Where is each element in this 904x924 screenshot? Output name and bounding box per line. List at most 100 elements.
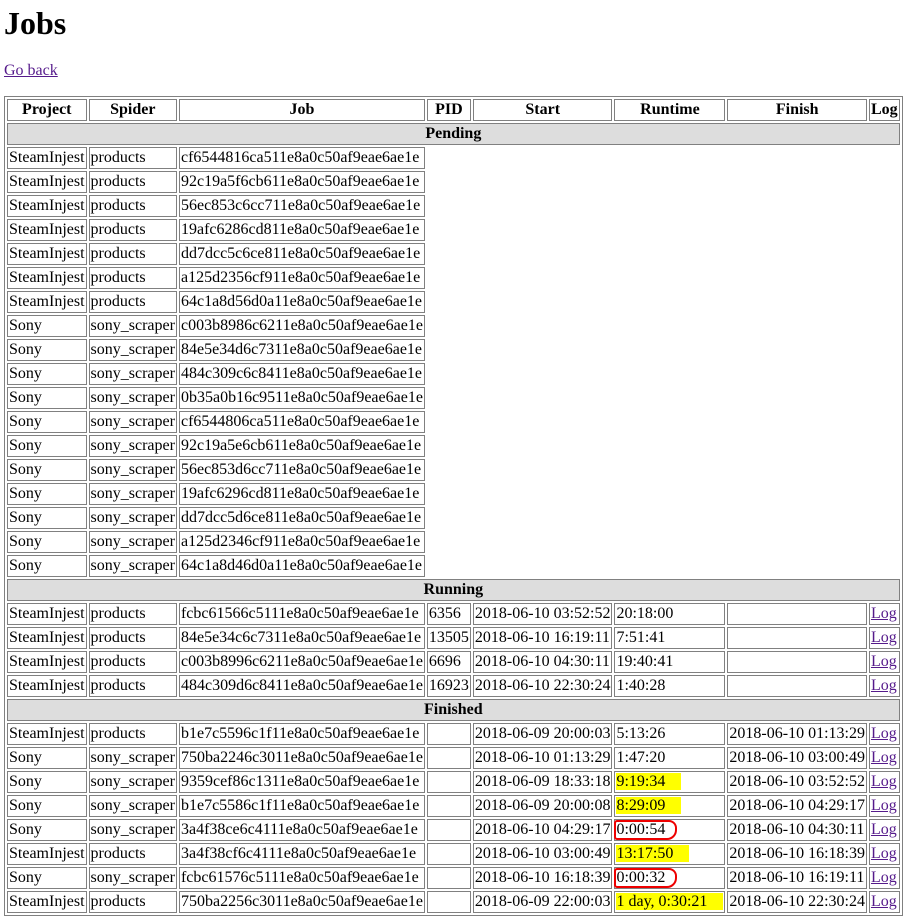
pid-cell xyxy=(427,435,471,457)
spider-cell: products xyxy=(88,675,177,697)
log-link[interactable]: Log xyxy=(870,749,897,766)
job-id-cell: 56ec853c6cc711e8a0c50af9eae6ae1e xyxy=(178,195,425,217)
job-id-cell: 56ec853d6cc711e8a0c50af9eae6ae1e xyxy=(178,459,425,481)
log-link[interactable]: Log xyxy=(870,845,897,862)
start-cell xyxy=(473,315,613,337)
spider-cell: products xyxy=(88,651,177,673)
finish-cell xyxy=(727,339,867,361)
pid-cell xyxy=(427,483,471,505)
project-cell: Sony xyxy=(7,795,87,817)
table-row: SteamInjest products 484c309d6c8411e8a0c50… xyxy=(7,675,900,697)
jobs-table: Project Spider Job PID Start Runtime Fin… xyxy=(4,96,903,916)
table-row: SteamInjest products fcbc61566c5111e8a0c50… xyxy=(7,603,900,625)
section-header: Pending xyxy=(7,123,900,145)
project-cell: Sony xyxy=(7,771,87,793)
runtime-cell: 8:29:09 xyxy=(614,795,726,817)
log-link[interactable]: Log xyxy=(870,893,897,910)
pid-cell xyxy=(426,891,471,913)
log-link[interactable]: Log xyxy=(870,725,897,742)
finish-cell xyxy=(727,411,867,433)
job-id-cell: cf6544816ca511e8a0c50af9eae6ae1e xyxy=(178,147,425,169)
project-cell: SteamInjest xyxy=(7,843,87,865)
log-cell xyxy=(869,219,900,241)
log-link[interactable]: Log xyxy=(870,653,897,670)
log-link[interactable]: Log xyxy=(870,629,897,646)
table-row: SteamInjest products 19afc6286cd811e8a0c50… xyxy=(7,219,900,241)
table-row: Sony sony_scraper 9359cef86c1311e8a0c50af9… xyxy=(7,771,900,793)
finish-cell: 2018-06-10 16:19:11 xyxy=(727,867,867,889)
start-cell: 2018-06-10 03:52:52 xyxy=(472,603,613,625)
log-cell: Log xyxy=(868,627,900,649)
pid-cell xyxy=(427,291,471,313)
spider-cell: sony_scraper xyxy=(88,459,177,481)
job-id-cell: dd7dcc5c6ce811e8a0c50af9eae6ae1e xyxy=(178,243,425,265)
pid-cell: 6696 xyxy=(426,651,471,673)
col-pid: PID xyxy=(426,99,471,121)
col-runtime: Runtime xyxy=(614,99,726,121)
finish-cell xyxy=(727,459,867,481)
runtime-cell xyxy=(614,411,725,433)
start-cell: 2018-06-10 16:19:11 xyxy=(472,627,613,649)
runtime-highlighted: 0:00:32 xyxy=(614,868,678,888)
finish-cell xyxy=(727,219,867,241)
log-link[interactable]: Log xyxy=(870,605,897,622)
project-cell: Sony xyxy=(7,363,87,385)
pid-cell xyxy=(427,507,471,529)
col-spider: Spider xyxy=(88,99,177,121)
spider-cell: sony_scraper xyxy=(88,315,177,337)
project-cell: SteamInjest xyxy=(7,219,87,241)
job-id-cell: 84e5e34c6c7311e8a0c50af9eae6ae1e xyxy=(178,627,425,649)
table-row: SteamInjest products b1e7c5596c1f11e8a0c50… xyxy=(7,723,900,745)
log-cell xyxy=(869,555,900,577)
log-cell xyxy=(869,291,900,313)
log-cell xyxy=(869,195,900,217)
runtime-cell xyxy=(614,387,725,409)
table-row: Sony sony_scraper 92c19a5e6cb611e8a0c50af9… xyxy=(7,435,900,457)
pid-cell xyxy=(426,771,471,793)
job-id-cell: 484c309d6c8411e8a0c50af9eae6ae1e xyxy=(178,675,425,697)
job-id-cell: 3a4f38ce6c4111e8a0c50af9eae6ae1e xyxy=(178,819,425,841)
log-link[interactable]: Log xyxy=(870,869,897,886)
project-cell: Sony xyxy=(7,483,87,505)
job-id-cell: cf6544806ca511e8a0c50af9eae6ae1e xyxy=(178,411,425,433)
runtime-cell xyxy=(614,555,725,577)
start-cell: 2018-06-09 20:00:03 xyxy=(472,723,613,745)
job-id-cell: 84e5e34d6c7311e8a0c50af9eae6ae1e xyxy=(178,339,425,361)
col-job: Job xyxy=(178,99,425,121)
finish-cell: 2018-06-10 16:18:39 xyxy=(727,843,867,865)
start-cell xyxy=(473,531,613,553)
log-cell: Log xyxy=(868,843,900,865)
start-cell: 2018-06-09 20:00:08 xyxy=(472,795,613,817)
pid-cell xyxy=(427,339,471,361)
runtime-cell xyxy=(614,459,725,481)
log-link[interactable]: Log xyxy=(870,821,897,838)
log-cell xyxy=(869,483,900,505)
spider-cell: products xyxy=(88,843,177,865)
runtime-cell: 13:17:50 xyxy=(614,843,726,865)
runtime-cell xyxy=(614,339,725,361)
project-cell: SteamInjest xyxy=(7,195,87,217)
start-cell xyxy=(473,507,613,529)
finish-cell xyxy=(727,147,867,169)
start-cell xyxy=(473,219,613,241)
project-cell: SteamInjest xyxy=(7,603,87,625)
start-cell: 2018-06-10 04:30:11 xyxy=(472,651,613,673)
finish-cell: 2018-06-10 03:52:52 xyxy=(727,771,867,793)
log-link[interactable]: Log xyxy=(870,797,897,814)
table-row: SteamInjest products c003b8996c6211e8a0c50… xyxy=(7,651,900,673)
go-back-link[interactable]: Go back xyxy=(4,62,58,79)
table-row: Sony sony_scraper 19afc6296cd811e8a0c50af9… xyxy=(7,483,900,505)
log-link[interactable]: Log xyxy=(870,677,897,694)
project-cell: Sony xyxy=(7,435,87,457)
project-cell: Sony xyxy=(7,507,87,529)
log-link[interactable]: Log xyxy=(870,773,897,790)
runtime-cell xyxy=(614,531,725,553)
finish-cell xyxy=(727,195,867,217)
log-cell: Log xyxy=(868,723,900,745)
pid-cell: 16923 xyxy=(426,675,471,697)
log-cell: Log xyxy=(868,795,900,817)
table-row: SteamInjest products 56ec853c6cc711e8a0c50… xyxy=(7,195,900,217)
pid-cell xyxy=(427,195,471,217)
col-finish: Finish xyxy=(727,99,867,121)
job-id-cell: fcbc61576c5111e8a0c50af9eae6ae1e xyxy=(178,867,425,889)
